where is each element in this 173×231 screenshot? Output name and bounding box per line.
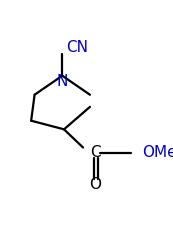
Text: OMe: OMe: [142, 145, 173, 160]
Text: C: C: [90, 145, 101, 160]
Text: O: O: [89, 177, 101, 192]
Text: N: N: [57, 74, 68, 89]
Text: CN: CN: [66, 40, 88, 55]
